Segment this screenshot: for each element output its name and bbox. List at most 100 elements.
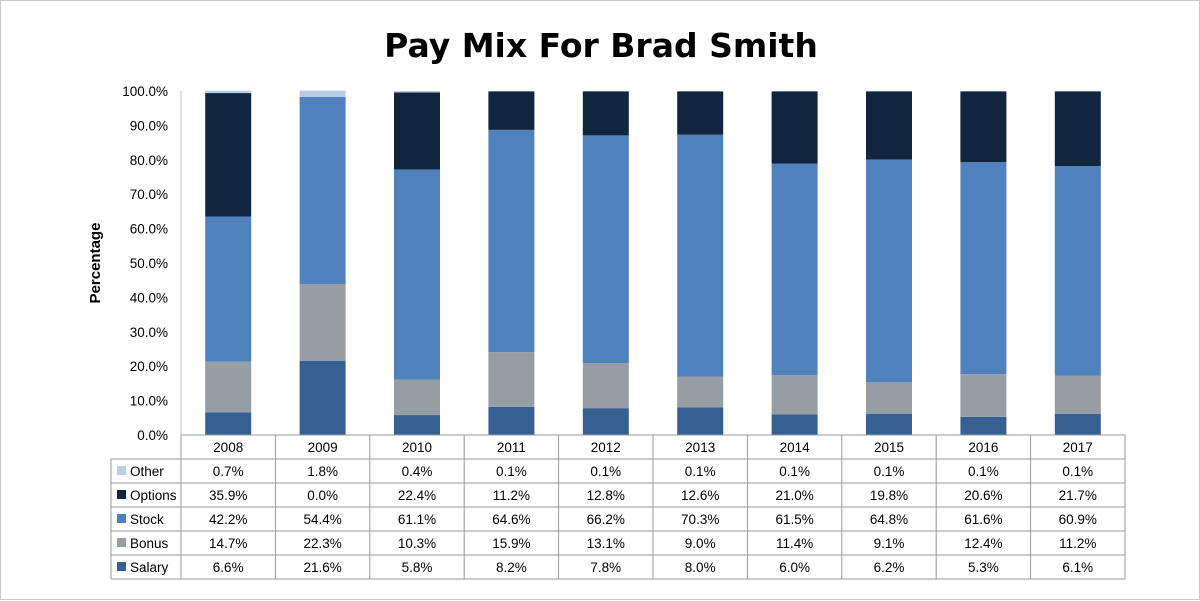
bar-bonus-2008: [205, 362, 251, 413]
y-tick-label: 10.0%: [130, 394, 168, 409]
data-label-bonus: 11.2%: [1059, 536, 1096, 551]
bar-salary-2011: [488, 407, 534, 435]
bar-bonus-2017: [1055, 375, 1101, 414]
y-tick-label: 30.0%: [130, 325, 168, 340]
bar-stock-2015: [866, 159, 912, 382]
legend-swatch-bonus: [117, 538, 126, 547]
bar-salary-2012: [583, 408, 629, 435]
bar-salary-2016: [960, 417, 1006, 435]
y-tick-label: 0.0%: [137, 428, 168, 443]
legend-swatch-options: [117, 490, 126, 499]
data-label-other: 1.8%: [307, 464, 338, 479]
bar-salary-2014: [772, 414, 818, 435]
x-tick-label: 2009: [308, 440, 338, 455]
y-axis-label: Percentage: [87, 223, 104, 304]
data-label-salary: 8.0%: [685, 560, 716, 575]
bar-options-2017: [1055, 91, 1101, 166]
bar-other-2009: [300, 91, 346, 97]
y-tick-label: 40.0%: [130, 290, 168, 305]
y-tick-label: 90.0%: [130, 118, 168, 133]
y-tick-label: 50.0%: [130, 256, 168, 271]
bar-options-2013: [677, 91, 723, 134]
data-label-stock: 42.2%: [209, 512, 247, 527]
bar-salary-2009: [300, 361, 346, 435]
legend-label-options: Options: [130, 488, 177, 503]
y-tick-label: 70.0%: [130, 187, 168, 202]
y-axis-ticks: 0.0% 10.0% 20.0% 30.0% 40.0% 50.0% 60.0% 70.0% 8…: [122, 84, 168, 443]
bar-salary-2017: [1055, 414, 1101, 435]
bar-stock-2017: [1055, 166, 1101, 375]
bar-options-2010: [394, 92, 440, 169]
data-label-other: 0.1%: [590, 464, 621, 479]
bar-bonus-2014: [772, 375, 818, 414]
data-label-other: 0.1%: [779, 464, 810, 479]
data-label-stock: 61.6%: [964, 512, 1002, 527]
bar-stock-2016: [960, 162, 1006, 374]
bar-bonus-2016: [960, 374, 1006, 417]
y-tick-label: 60.0%: [130, 222, 168, 237]
bar-stock-2013: [677, 135, 723, 377]
data-label-other: 0.1%: [496, 464, 527, 479]
data-label-stock: 61.1%: [398, 512, 436, 527]
bar-bonus-2015: [866, 382, 912, 413]
data-label-salary: 6.1%: [1062, 560, 1093, 575]
bar-salary-2015: [866, 414, 912, 435]
legend-swatch-salary: [117, 562, 126, 571]
bar-bonus-2011: [488, 352, 534, 407]
data-label-bonus: 13.1%: [587, 536, 625, 551]
bar-stock-2011: [488, 130, 534, 352]
data-label-options: 12.8%: [587, 488, 625, 503]
bars-group: [181, 91, 1101, 435]
data-label-salary: 6.0%: [779, 560, 810, 575]
data-label-salary: 7.8%: [590, 560, 621, 575]
x-tick-label: 2014: [780, 440, 811, 455]
bar-bonus-2009: [300, 284, 346, 361]
bar-options-2012: [583, 91, 629, 135]
chart-title: Pay Mix For Brad Smith: [384, 26, 818, 65]
x-tick-label: 2016: [968, 440, 998, 455]
data-label-bonus: 14.7%: [209, 536, 247, 551]
data-label-options: 21.0%: [775, 488, 813, 503]
data-label-salary: 5.3%: [968, 560, 999, 575]
data-label-bonus: 10.3%: [398, 536, 436, 551]
data-label-stock: 61.5%: [775, 512, 813, 527]
bar-bonus-2013: [677, 377, 723, 408]
data-label-options: 19.8%: [870, 488, 908, 503]
data-label-options: 20.6%: [964, 488, 1002, 503]
data-label-stock: 66.2%: [587, 512, 625, 527]
legend-label-stock: Stock: [130, 512, 164, 527]
bar-options-2008: [205, 93, 251, 216]
data-label-other: 0.1%: [685, 464, 716, 479]
data-label-stock: 64.8%: [870, 512, 908, 527]
data-label-options: 35.9%: [209, 488, 247, 503]
x-tick-label: 2012: [591, 440, 621, 455]
data-label-stock: 54.4%: [303, 512, 341, 527]
x-tick-label: 2011: [497, 440, 526, 455]
bar-bonus-2010: [394, 380, 440, 415]
bar-salary-2008: [205, 412, 251, 435]
bar-stock-2012: [583, 135, 629, 363]
bar-stock-2009: [300, 97, 346, 284]
data-label-stock: 60.9%: [1059, 512, 1097, 527]
data-label-stock: 64.6%: [492, 512, 530, 527]
data-label-stock: 70.3%: [681, 512, 719, 527]
data-label-options: 12.6%: [681, 488, 719, 503]
y-tick-label: 80.0%: [130, 153, 168, 168]
bar-stock-2014: [772, 164, 818, 376]
bar-stock-2010: [394, 169, 440, 379]
data-label-bonus: 9.0%: [685, 536, 716, 551]
bar-stock-2008: [205, 217, 251, 362]
bar-salary-2013: [677, 407, 723, 435]
legend-label-bonus: Bonus: [130, 536, 169, 551]
bar-other-2008: [205, 91, 251, 93]
data-label-other: 0.1%: [968, 464, 999, 479]
data-label-options: 21.7%: [1059, 488, 1097, 503]
data-label-other: 0.1%: [1062, 464, 1093, 479]
x-tick-label: 2015: [874, 440, 904, 455]
legend-label-other: Other: [130, 464, 164, 479]
y-tick-label: 20.0%: [130, 359, 168, 374]
bar-salary-2010: [394, 415, 440, 435]
bar-options-2014: [772, 91, 818, 163]
